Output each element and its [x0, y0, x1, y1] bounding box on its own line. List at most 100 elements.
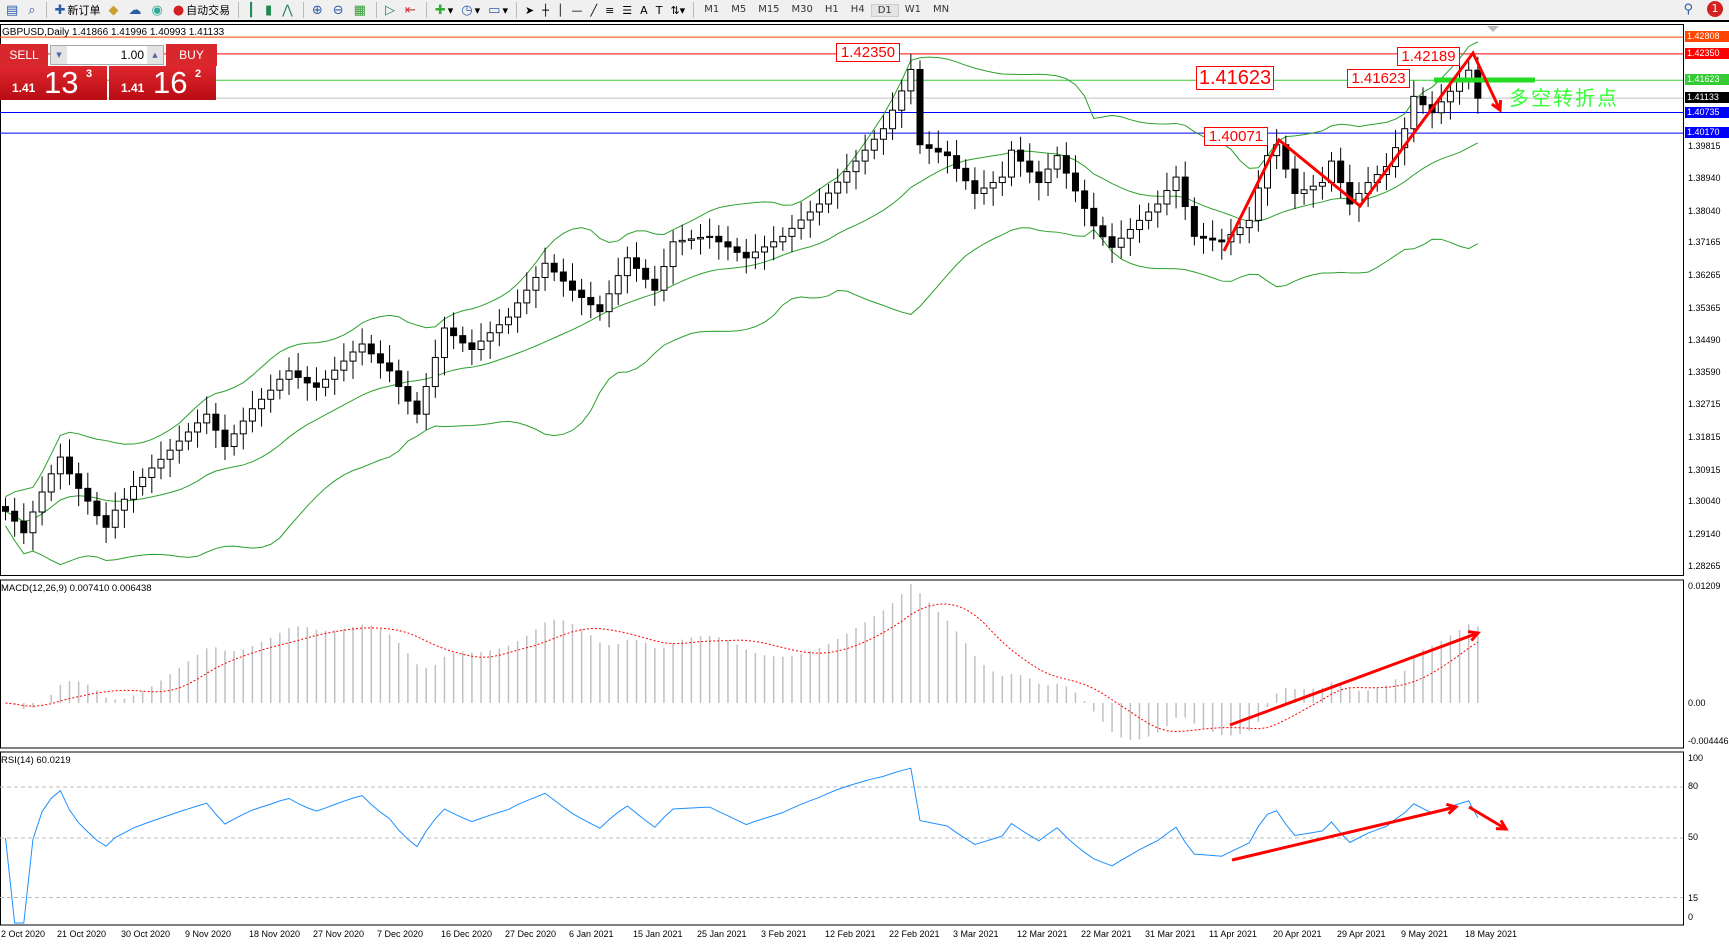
bullish-candle [285, 370, 293, 380]
bullish-candle [431, 356, 439, 388]
price-pip: 2 [195, 68, 202, 80]
trendline-icon[interactable]: ╱ [590, 3, 598, 17]
bearish-candle [102, 515, 110, 528]
price-label[interactable]: 1.42189 [1397, 47, 1460, 66]
templates-icon[interactable]: ▭ ▾ [488, 2, 508, 18]
zoom-out-icon[interactable]: ⊖ [332, 2, 344, 18]
notifications-badge[interactable]: 1 [1707, 1, 1723, 17]
bullish-candle [422, 386, 430, 415]
timeframe-d1[interactable]: D1 [870, 3, 899, 17]
price-level-tag: 1.41133 [1685, 92, 1729, 104]
line-chart-icon[interactable]: ⋀ [282, 2, 293, 18]
bullish-candle [1437, 101, 1445, 114]
chart-shift-icon[interactable]: ⇤ [404, 2, 416, 18]
new-order-button[interactable]: ✚ 新订单 [51, 0, 105, 20]
bullish-candle [276, 378, 284, 391]
bullish-candle [861, 149, 869, 162]
search-icon[interactable]: ⚲ [1683, 1, 1693, 17]
timeframe-h1[interactable]: H1 [824, 3, 839, 15]
bearish-candle [1081, 190, 1089, 209]
price-tick: 1.29140 [1688, 529, 1721, 540]
tile-windows-icon[interactable]: ▦ [353, 2, 366, 18]
fibonacci-icon[interactable]: ☰ [622, 3, 633, 17]
auto-scroll-icon[interactable]: ▷ [384, 2, 395, 18]
text-label-icon[interactable]: T [655, 3, 663, 17]
timeframe-m15[interactable]: M15 [758, 3, 780, 15]
text-icon[interactable]: A [640, 3, 648, 17]
equidistant-channel-icon[interactable]: ≡ [605, 3, 615, 17]
reversal-point-note[interactable]: 多空转折点 [1509, 86, 1619, 110]
auto-trading-button[interactable]: ● 自动交易 [169, 0, 234, 20]
date-tick: 22 Feb 2021 [889, 929, 940, 939]
timeframe-w1[interactable]: W1 [904, 3, 921, 15]
buy-button[interactable]: BUY [166, 44, 217, 66]
bar-chart-icon[interactable]: ┃ [247, 2, 255, 18]
bearish-candle [1017, 149, 1025, 162]
bullish-candle [761, 246, 769, 253]
metaeditor-icon[interactable]: ◆ [108, 2, 119, 18]
timeframe-mn[interactable]: MN [933, 3, 950, 15]
bullish-candle [852, 160, 860, 173]
buy-price[interactable]: 1.41 16 2 [109, 66, 216, 100]
bullish-candle [907, 68, 915, 92]
timeframe-m1[interactable]: M1 [704, 3, 720, 15]
price-label[interactable]: 1.41623 [1347, 69, 1410, 88]
zoom-in-icon[interactable]: ⊕ [311, 2, 323, 18]
divider [515, 2, 517, 18]
cursor-icon[interactable]: ➤ [524, 3, 535, 17]
new-chart-icon[interactable]: ▤ [6, 2, 19, 18]
increase-lot-button[interactable]: ▲ [147, 46, 163, 64]
timeframe-m5[interactable]: M5 [731, 3, 747, 15]
indicators-icon[interactable]: ✚ ▾ [434, 2, 454, 18]
periods-icon[interactable]: ◷ ▾ [461, 2, 481, 18]
bearish-candle [395, 370, 403, 388]
bullish-candle [1007, 149, 1015, 178]
bullish-candle [669, 241, 677, 268]
sell-button[interactable]: SELL [0, 44, 48, 66]
bullish-candle [1163, 190, 1171, 205]
date-tick: 12 Mar 2021 [1017, 929, 1068, 939]
bullish-candle [111, 509, 119, 528]
market-watch-icon[interactable]: ☁ [128, 2, 142, 18]
vertical-line-icon[interactable]: │ [556, 3, 564, 17]
timeframe-h4[interactable]: H4 [850, 3, 865, 15]
bullish-candle [1145, 211, 1153, 221]
bearish-candle [1062, 155, 1070, 174]
horizontal-line-icon[interactable]: — [571, 3, 583, 17]
bullish-candle [148, 467, 156, 478]
sell-price[interactable]: 1.41 13 3 [0, 66, 107, 100]
signal-icon[interactable]: ◉ [151, 2, 163, 18]
bullish-candle [541, 262, 549, 278]
price-label[interactable]: 1.41623 [1196, 66, 1274, 90]
bullish-candle [788, 227, 796, 237]
timeframe-m30[interactable]: M30 [791, 3, 813, 15]
crosshair-icon[interactable]: ┼ [542, 3, 549, 17]
price-big: 13 [44, 66, 79, 100]
bearish-candle [733, 246, 741, 253]
lot-input[interactable] [67, 46, 147, 64]
bearish-candle [1337, 160, 1345, 184]
one-click-trading-panel: SELL ▼ ▲ BUY 1.41 13 3 1.41 16 2 [0, 44, 217, 100]
bullish-candle [779, 235, 787, 243]
price-path-arrow-head [1491, 99, 1503, 113]
bullish-candle [331, 369, 339, 380]
rsi-label: RSI(14) 60.0219 [1, 755, 71, 766]
arrows-icon[interactable]: ⇅▾ [670, 3, 686, 17]
bearish-candle [413, 400, 421, 415]
zoom-profile-icon[interactable]: ⌕ [28, 2, 36, 18]
macd-axis-max: 0.01209 [1688, 581, 1721, 591]
macd-signal-line [5, 603, 1479, 733]
bearish-candle [971, 180, 979, 194]
price-label[interactable]: 1.42350 [836, 43, 900, 62]
divider [238, 2, 240, 18]
chart-canvas[interactable] [0, 24, 1729, 944]
bollinger-upper-band [5, 41, 1479, 498]
date-tick: 31 Mar 2021 [1145, 929, 1196, 939]
decrease-lot-button[interactable]: ▼ [51, 46, 67, 64]
candlestick-icon[interactable]: ▮ [265, 2, 273, 18]
bullish-candle [614, 275, 622, 295]
price-label[interactable]: 1.40071 [1204, 127, 1268, 146]
bullish-candle [358, 343, 366, 353]
bearish-candle [559, 271, 567, 282]
bullish-candle [697, 236, 705, 240]
